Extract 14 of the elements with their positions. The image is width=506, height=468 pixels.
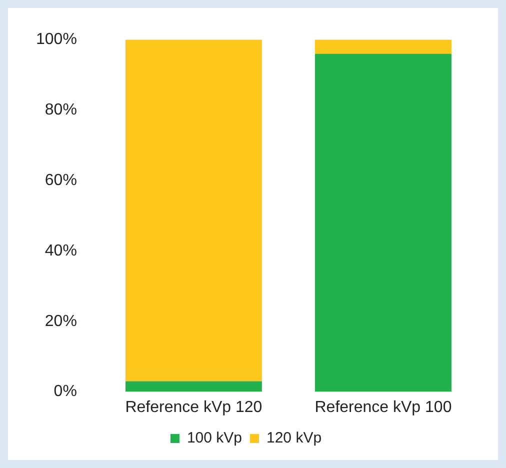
- y-tick-label: 20%: [44, 312, 77, 330]
- x-tick-label: Reference kVp 100: [314, 398, 452, 416]
- y-tick-label: 0%: [54, 383, 77, 400]
- bar: [125, 40, 262, 382]
- y-tick-label: 100%: [36, 31, 77, 48]
- bar: [314, 54, 452, 392]
- legend-label: 100 kVp: [186, 430, 242, 447]
- bar: [314, 40, 452, 54]
- y-tick-label: 60%: [44, 172, 77, 189]
- y-tick-label: 40%: [44, 242, 77, 260]
- x-tick-label: Reference kVp 120: [125, 398, 262, 416]
- bar: [125, 381, 262, 392]
- legend-label: 120 kVp: [266, 430, 322, 447]
- y-tick-label: 80%: [44, 101, 77, 118]
